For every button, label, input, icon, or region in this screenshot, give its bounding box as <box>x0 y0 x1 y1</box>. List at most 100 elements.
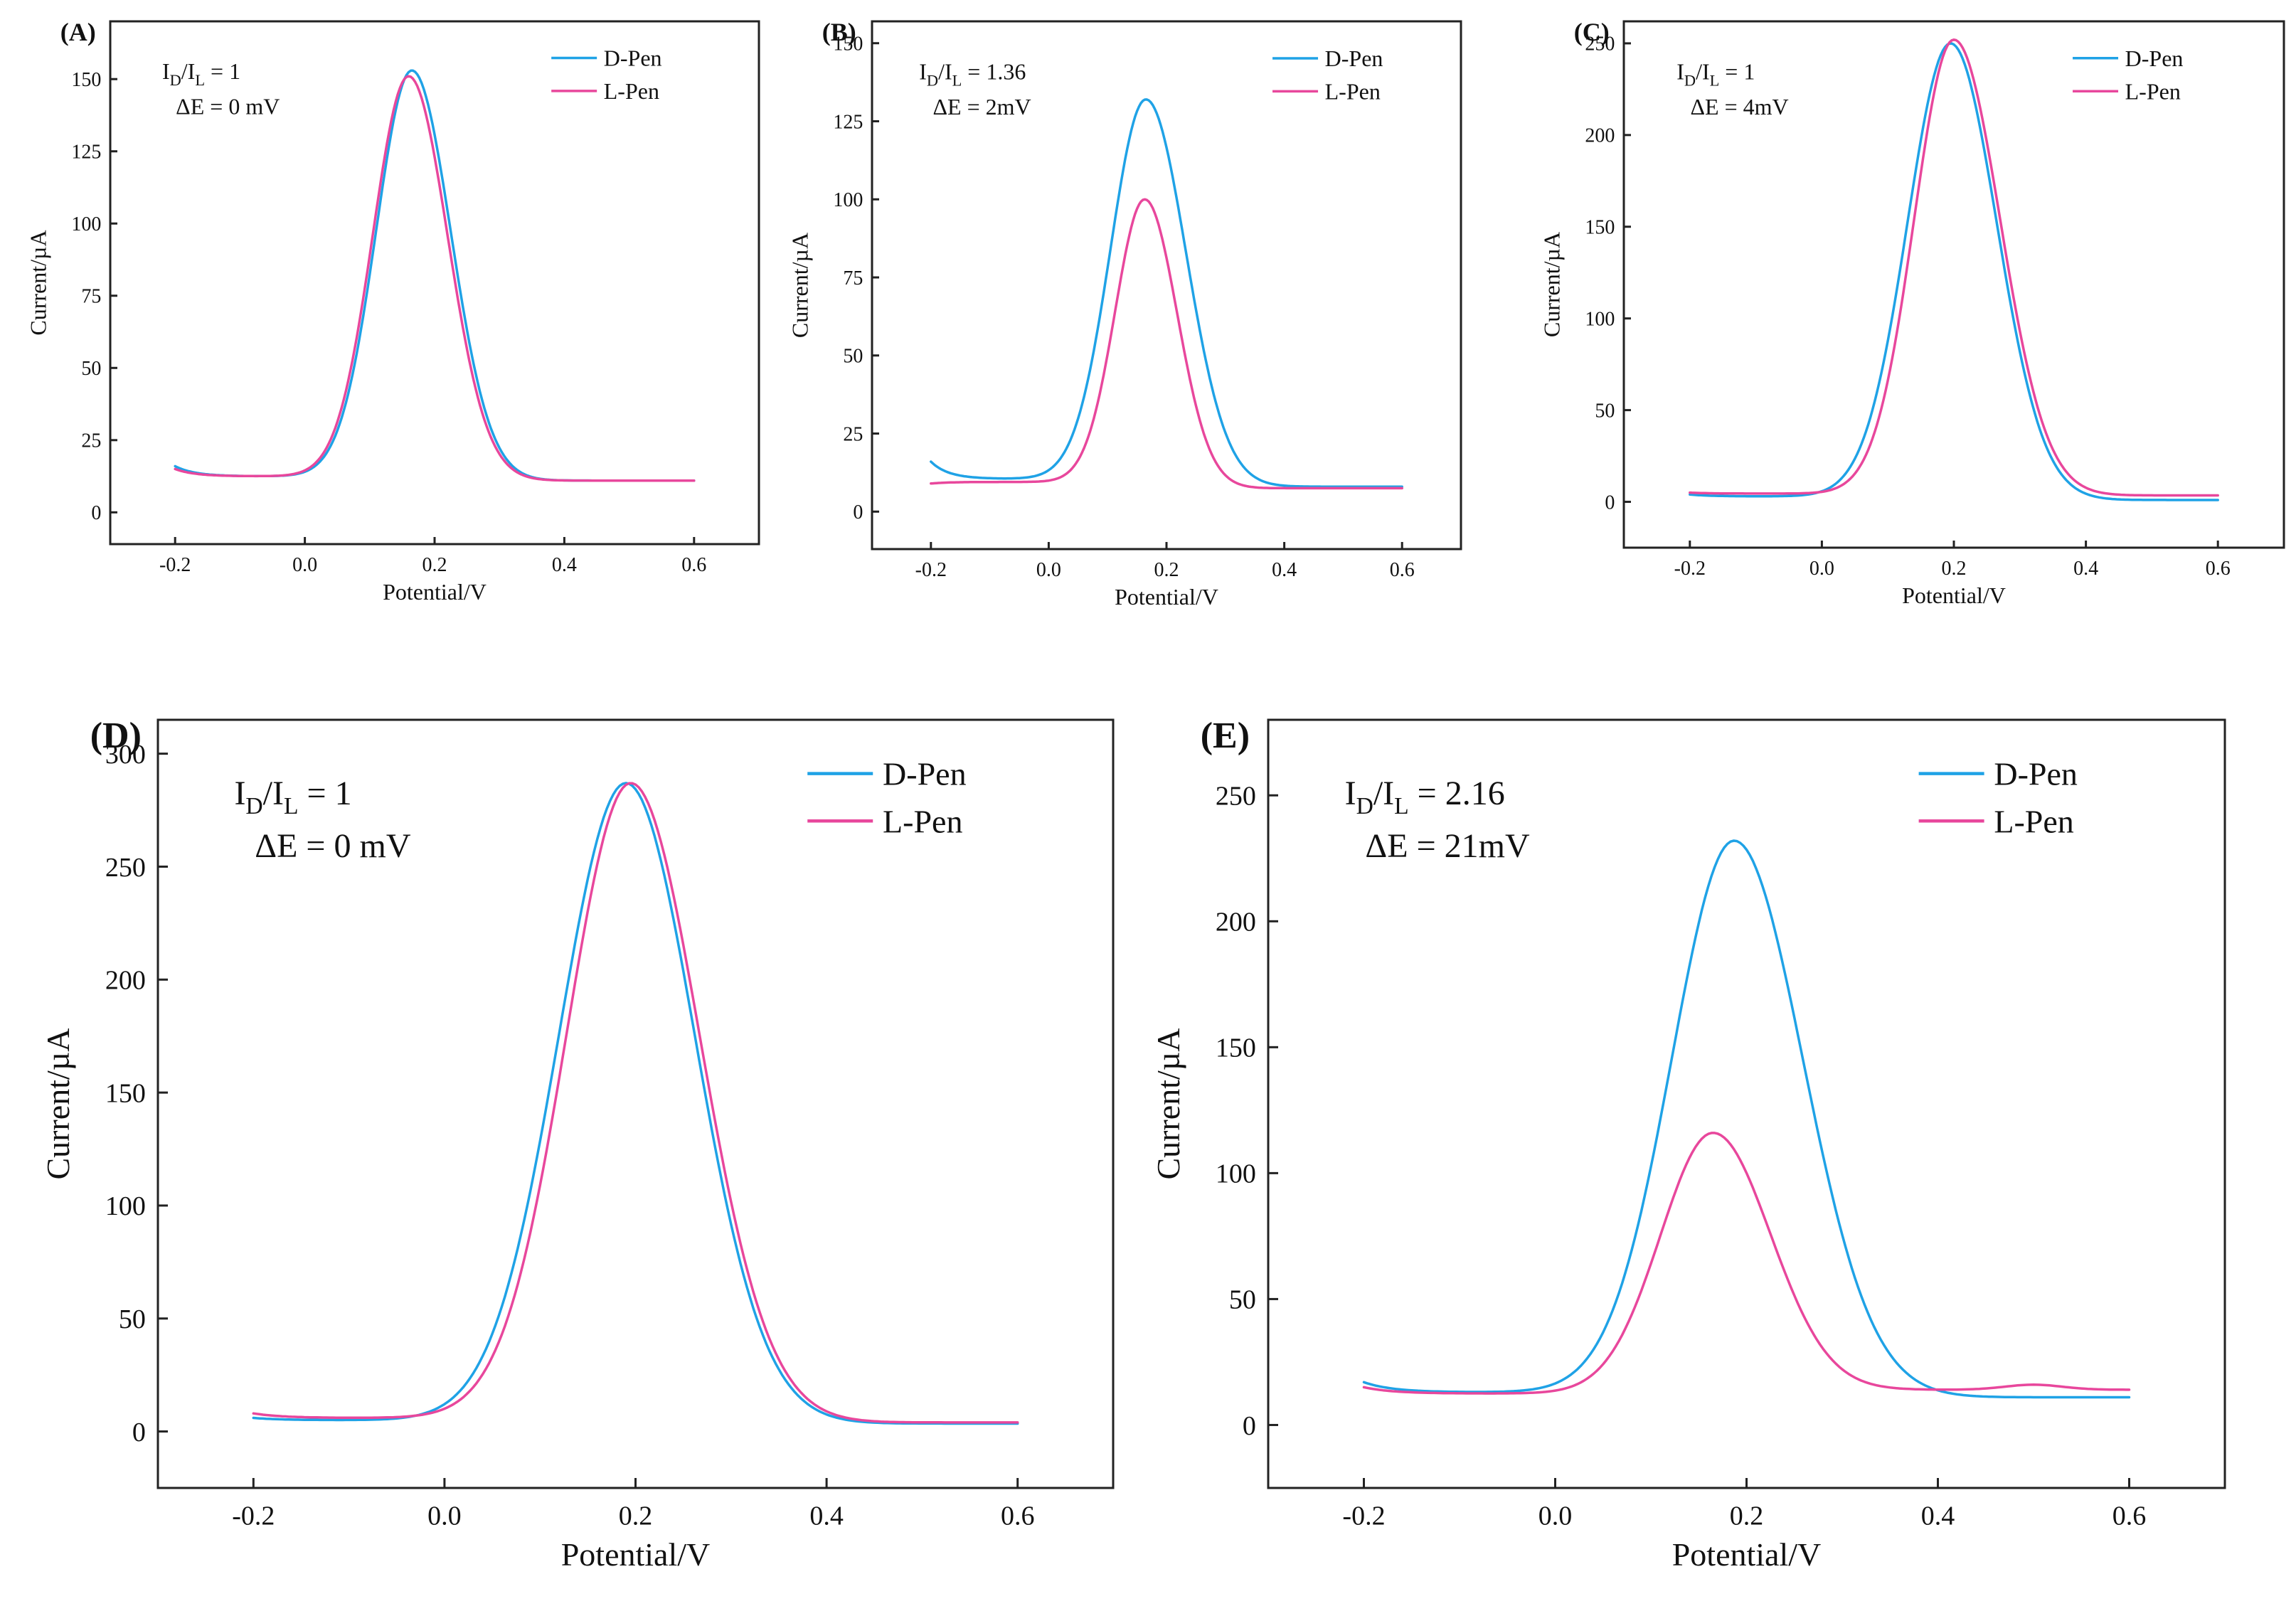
legend-label: L-Pen <box>1325 79 1381 105</box>
series-l-pen-line <box>1362 1132 2131 1395</box>
y-axis-label: Current/µA <box>787 233 813 338</box>
panel-label: (C) <box>1574 18 1610 46</box>
panel-a: (A) -0.2 0.0 0.2 0.4 0.6 0 25 50 75 100 125 150 Poten… <box>26 18 760 605</box>
legend-label: D-Pen <box>2125 46 2184 71</box>
series-d-pen-line <box>174 69 696 482</box>
y-tick-label: 50 <box>81 358 101 380</box>
y-tick-label: 50 <box>1229 1285 1256 1315</box>
x-tick-label: 0.6 <box>2112 1501 2147 1531</box>
delta-e-annotation: ΔE = 0 mV <box>255 827 411 865</box>
y-tick-label: 125 <box>833 111 863 133</box>
y-tick-label: 250 <box>1216 782 1256 812</box>
ratio-annotation: ID/IL = 1 <box>1676 58 1755 89</box>
legend-label: L-Pen <box>883 803 962 839</box>
y-tick-label: 0 <box>853 501 863 523</box>
x-tick-label: 0.6 <box>2206 558 2231 580</box>
y-axis-label: Current/µA <box>1150 1028 1186 1179</box>
y-tick-label: 100 <box>71 213 101 235</box>
y-tick-label: 100 <box>833 189 863 211</box>
y-tick-label: 125 <box>71 142 101 164</box>
y-tick-label: 250 <box>105 853 146 883</box>
x-axis-label: Potential/V <box>1902 583 2006 608</box>
ratio-annotation: ID/IL = 1 <box>162 58 240 89</box>
x-tick-label: 0.4 <box>1272 559 1297 581</box>
series-d-pen-line <box>1689 42 2219 501</box>
delta-e-annotation: ΔE = 0 mV <box>176 93 280 119</box>
panel-b: (B) -0.2 0.0 0.2 0.4 0.6 0 25 50 75 100 125 150 Poten… <box>787 18 1462 610</box>
x-tick-label: 0.6 <box>1390 559 1415 581</box>
y-axis-label: Current/µA <box>40 1028 76 1179</box>
y-tick-label: 0 <box>91 502 101 524</box>
y-tick-label: 150 <box>105 1078 146 1108</box>
series-l-pen-line <box>252 782 1019 1424</box>
x-tick-label: 0.6 <box>681 554 706 576</box>
y-tick-label: 150 <box>833 33 863 55</box>
x-tick-label: 0.2 <box>422 554 447 576</box>
x-tick-label: -0.2 <box>232 1501 275 1531</box>
x-tick-label: 0.2 <box>1942 558 1967 580</box>
x-tick-label: 0.0 <box>1036 559 1061 581</box>
panel-label: (A) <box>60 18 96 46</box>
legend-label: D-Pen <box>1325 46 1383 71</box>
series-d-pen-line <box>1362 839 2131 1399</box>
y-tick-label: 300 <box>105 740 146 770</box>
delta-e-annotation: ΔE = 2mV <box>932 94 1031 119</box>
y-tick-label: 200 <box>105 966 146 996</box>
x-tick-label: -0.2 <box>1674 558 1706 580</box>
y-tick-label: 0 <box>132 1418 146 1447</box>
x-axis-label: Potential/V <box>561 1536 711 1573</box>
panel-label: (E) <box>1201 716 1250 756</box>
x-tick-label: 0.6 <box>1001 1501 1035 1531</box>
x-tick-label: 0.4 <box>552 554 577 576</box>
x-tick-label: 0.4 <box>809 1501 844 1531</box>
panel-d: (D) -0.2 0.0 0.2 0.4 0.6 0 50 100 150 200 250 300 Pot… <box>40 716 1115 1573</box>
y-tick-label: 200 <box>1216 908 1256 937</box>
x-axis-label: Potential/V <box>1115 584 1218 610</box>
y-tick-label: 0 <box>1605 491 1615 514</box>
series-l-pen-line <box>930 198 1403 490</box>
x-tick-label: 0.2 <box>1154 559 1179 581</box>
y-tick-label: 50 <box>1595 400 1615 422</box>
legend-label: D-Pen <box>604 46 662 71</box>
x-tick-label: -0.2 <box>1342 1501 1385 1531</box>
x-tick-label: 0.4 <box>2073 558 2098 580</box>
y-axis-label: Current/µA <box>26 230 51 335</box>
y-tick-label: 150 <box>1585 217 1615 239</box>
y-tick-label: 25 <box>843 423 863 445</box>
y-tick-label: 100 <box>1585 309 1615 331</box>
y-tick-label: 150 <box>1216 1033 1256 1063</box>
panel-c: (C) -0.2 0.0 0.2 0.4 0.6 0 50 100 150 200 250 Potent… <box>1539 18 2285 608</box>
legend-label: D-Pen <box>1994 756 2078 792</box>
legend-label: L-Pen <box>1994 803 2073 839</box>
x-tick-label: 0.0 <box>427 1501 462 1531</box>
delta-e-annotation: ΔE = 4mV <box>1690 94 1788 119</box>
series-l-pen-line <box>1689 38 2219 497</box>
ratio-annotation: ID/IL = 1 <box>234 775 351 819</box>
y-tick-label: 250 <box>1585 33 1615 55</box>
y-tick-label: 150 <box>71 69 101 91</box>
y-tick-label: 50 <box>119 1304 146 1334</box>
y-tick-label: 75 <box>843 267 863 289</box>
x-tick-label: 0.4 <box>1921 1501 1955 1531</box>
ratio-annotation: ID/IL = 1.36 <box>919 59 1026 90</box>
x-tick-label: 0.2 <box>619 1501 653 1531</box>
legend-label: L-Pen <box>604 78 659 104</box>
y-tick-label: 75 <box>81 286 101 308</box>
y-axis-label: Current/µA <box>1539 232 1565 337</box>
panel-e: (E) -0.2 0.0 0.2 0.4 0.6 0 50 100 150 200 250 Potent… <box>1150 716 2226 1573</box>
x-tick-label: 0.0 <box>292 554 317 576</box>
y-tick-label: 100 <box>1216 1159 1256 1189</box>
series-d-pen-line <box>252 782 1019 1425</box>
y-tick-label: 50 <box>843 346 863 368</box>
x-tick-label: -0.2 <box>915 559 947 581</box>
ratio-annotation: ID/IL = 2.16 <box>1345 775 1505 819</box>
y-tick-label: 200 <box>1585 125 1615 147</box>
legend-label: D-Pen <box>883 756 967 792</box>
x-tick-label: 0.2 <box>1730 1501 1764 1531</box>
legend-label: L-Pen <box>2125 78 2181 104</box>
series-l-pen-line <box>174 75 696 482</box>
series-d-pen-line <box>930 98 1403 488</box>
delta-e-annotation: ΔE = 21mV <box>1365 827 1530 865</box>
panel-label: (D) <box>90 716 142 756</box>
